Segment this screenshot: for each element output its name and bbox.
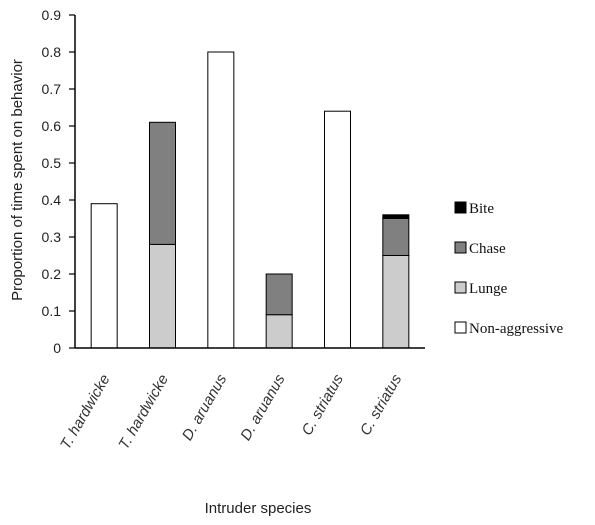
y-tick-label: 0.2 — [42, 266, 62, 282]
bar-segment-non-aggressive — [90, 203, 118, 349]
legend: Bite Chase Lunge Non-aggressive — [454, 201, 563, 337]
y-axis-ticks: 0 0.1 0.2 0.3 0.4 0.5 0.6 0.7 0.8 0.9 — [42, 7, 75, 356]
legend-label: Bite — [469, 201, 494, 217]
bars — [90, 51, 410, 349]
category-label: D. aruanus — [237, 371, 289, 443]
category-label: C. striatus — [357, 371, 406, 438]
y-tick-label: 0.6 — [42, 118, 62, 134]
legend-label: Lunge — [469, 281, 508, 297]
legend-label: Chase — [469, 241, 506, 257]
y-tick-label: 0.5 — [42, 155, 62, 171]
category-label: D. aruanus — [179, 371, 231, 443]
bar-segment-bite — [382, 214, 410, 220]
bar-segment-chase — [149, 121, 176, 245]
legend-swatch-lunge — [454, 281, 467, 294]
y-tick-label: 0.7 — [42, 81, 62, 97]
y-tick-label: 0.3 — [42, 229, 62, 245]
y-tick-label: 0.9 — [42, 7, 62, 23]
legend-swatch-bite — [454, 201, 467, 214]
y-tick-label: 0.1 — [42, 303, 62, 319]
bar-segment-lunge — [265, 314, 293, 349]
category-label: C. striatus — [298, 371, 347, 438]
bar-segment-non-aggressive — [207, 51, 235, 349]
legend-swatch-non-aggressive — [454, 321, 467, 334]
bar-segment-non-aggressive — [324, 110, 351, 349]
category-label: T. hardwicke — [115, 372, 172, 453]
legend-swatch-chase — [454, 241, 467, 254]
bar-segment-lunge — [382, 255, 410, 349]
x-axis-title: Intruder species — [205, 500, 312, 517]
y-axis-title: Proportion of time spent on behavior — [9, 59, 26, 301]
bar-segment-chase — [382, 218, 410, 256]
legend-label: Non-aggressive — [469, 321, 563, 337]
category-label: T. hardwicke — [57, 372, 114, 453]
y-tick-label: 0.4 — [42, 192, 62, 208]
y-tick-label: 0 — [53, 340, 61, 356]
category-labels: T. hardwicke T. hardwicke D. aruanus D. aru… — [57, 371, 405, 452]
y-tick-label: 0.8 — [42, 44, 62, 60]
bar-segment-lunge — [149, 243, 176, 349]
bar-segment-chase — [265, 273, 293, 316]
